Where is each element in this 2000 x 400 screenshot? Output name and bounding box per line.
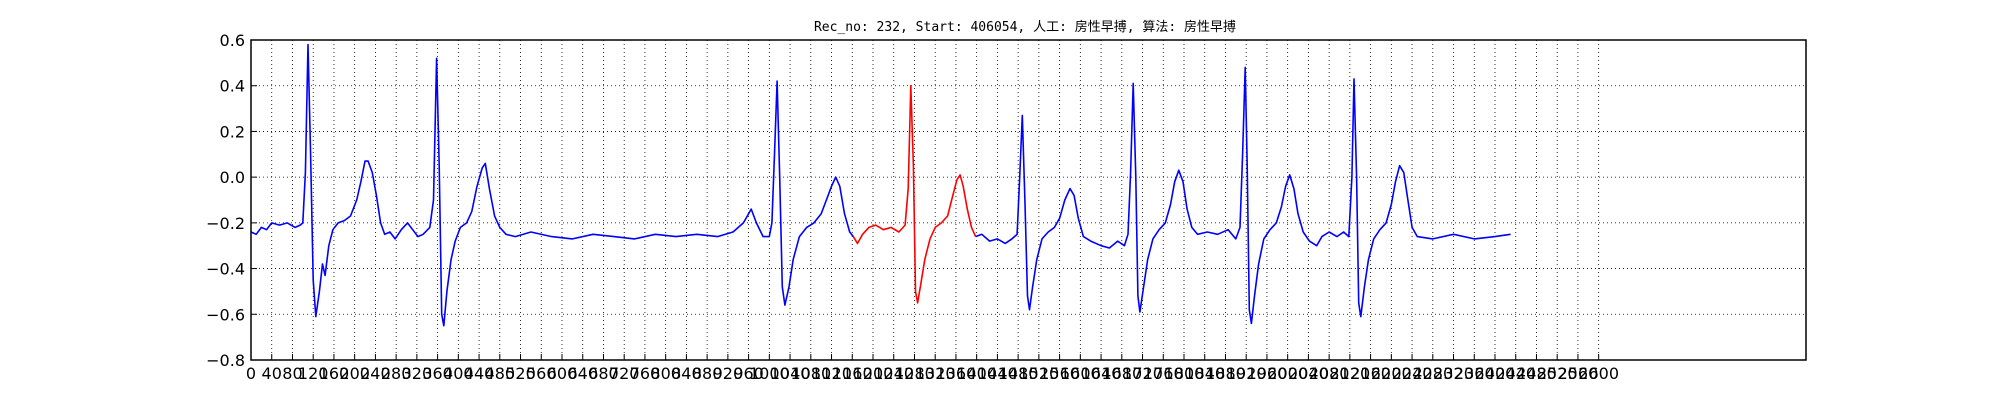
y-tick-label: 0.0 [220, 168, 245, 187]
y-tick-label: 0.4 [220, 77, 245, 96]
y-tick-label: −0.2 [206, 214, 245, 233]
x-tick-label: 1560 [1039, 364, 1080, 383]
x-tick-label: 1120 [811, 364, 852, 383]
x-axis-ticks: 0 40 8012016020024028032036040044048052056… [246, 354, 1619, 383]
x-tick-label: 2040 [1288, 364, 1329, 383]
x-tick-label: 1200 [853, 364, 894, 383]
x-tick-label: 1240 [873, 364, 914, 383]
x-tick-label: 400 [443, 364, 474, 383]
x-tick-label: 360 [422, 364, 453, 383]
x-tick-label: 1040 [770, 364, 811, 383]
x-tick-label: 2400 [1475, 364, 1516, 383]
y-tick-label: −0.6 [206, 305, 245, 324]
x-tick-label: 440 [464, 364, 495, 383]
x-tick-label: 720 [609, 364, 640, 383]
x-tick-label: 200 [339, 364, 370, 383]
x-tick-label: 680 [588, 364, 619, 383]
x-tick-label: 1880 [1205, 364, 1246, 383]
y-axis-ticks: −0.8 −0.6 −0.4 −0.2 0.0 0.2 0.4 0.6 [206, 31, 257, 370]
x-tick-label: 120 [298, 364, 329, 383]
y-tick-label: −0.8 [206, 351, 245, 370]
x-tick-label: 1920 [1226, 364, 1267, 383]
x-tick-label: 840 [671, 364, 702, 383]
x-tick-label: 1480 [998, 364, 1039, 383]
y-tick-label: 0.2 [220, 122, 245, 141]
x-tick-label: 2360 [1454, 364, 1495, 383]
x-tick-label: 1520 [1019, 364, 1060, 383]
series-line-0 [250, 43, 854, 327]
x-tick-label: 1840 [1184, 364, 1225, 383]
x-tick-label: 2320 [1433, 364, 1474, 383]
x-tick-label: 160 [319, 364, 350, 383]
x-tick-label: 1160 [832, 364, 873, 383]
x-tick-label: 1800 [1164, 364, 1205, 383]
chart-title: Rec_no: 232, Start: 406054, 人工: 房性早搏, 算法… [814, 19, 1236, 35]
series-line-1 [852, 84, 977, 304]
x-tick-label: 1400 [956, 364, 997, 383]
x-tick-label: 880 [692, 364, 723, 383]
x-tick-label: 2120 [1330, 364, 1371, 383]
x-tick-label: 2000 [1267, 364, 1308, 383]
x-tick-label: 2560 [1558, 364, 1599, 383]
x-tick-label: 760 [630, 364, 661, 383]
plot-frame [250, 39, 1807, 361]
x-tick-label: 2240 [1392, 364, 1433, 383]
x-tick-label: 80 [282, 364, 302, 383]
x-tick-label: 0 [246, 364, 256, 383]
x-tick-label: 1680 [1101, 364, 1142, 383]
y-tick-label: 0.6 [220, 31, 245, 50]
x-tick-label: 1000 [749, 364, 790, 383]
x-tick-label: 520 [505, 364, 536, 383]
x-tick-label: 1280 [894, 364, 935, 383]
x-tick-label: 2520 [1537, 364, 1578, 383]
x-tick-label: 2480 [1516, 364, 1557, 383]
x-tick-label: 480 [485, 364, 516, 383]
x-tick-label: 600 [547, 364, 578, 383]
x-tick-label: 2280 [1412, 364, 1453, 383]
x-tick-label: 1960 [1247, 364, 1288, 383]
x-tick-label: 1080 [790, 364, 831, 383]
x-tick-label: 2200 [1371, 364, 1412, 383]
x-tick-label: 960 [733, 364, 764, 383]
x-tick-label: 1440 [977, 364, 1018, 383]
y-tick-label: −0.4 [206, 260, 245, 279]
x-tick-label: 1360 [936, 364, 977, 383]
x-tick-label: 560 [526, 364, 557, 383]
x-tick-label: 2080 [1309, 364, 1350, 383]
signal-series [250, 43, 1511, 327]
x-tick-label: 280 [381, 364, 412, 383]
x-tick-label: 2600 [1578, 364, 1619, 383]
x-tick-label: 1640 [1081, 364, 1122, 383]
x-tick-label: 2160 [1350, 364, 1391, 383]
x-tick-label: 320 [402, 364, 433, 383]
x-tick-label: 40 [262, 364, 282, 383]
x-tick-label: 2440 [1495, 364, 1536, 383]
x-tick-label: 1720 [1122, 364, 1163, 383]
x-tick-label: 1320 [915, 364, 956, 383]
series-line-2 [975, 66, 1511, 325]
x-tick-label: 640 [567, 364, 598, 383]
x-tick-label: 240 [360, 364, 391, 383]
x-tick-label: 1760 [1143, 364, 1184, 383]
x-tick-label: 800 [650, 364, 681, 383]
x-tick-label: 1600 [1060, 364, 1101, 383]
x-tick-label: 920 [713, 364, 744, 383]
